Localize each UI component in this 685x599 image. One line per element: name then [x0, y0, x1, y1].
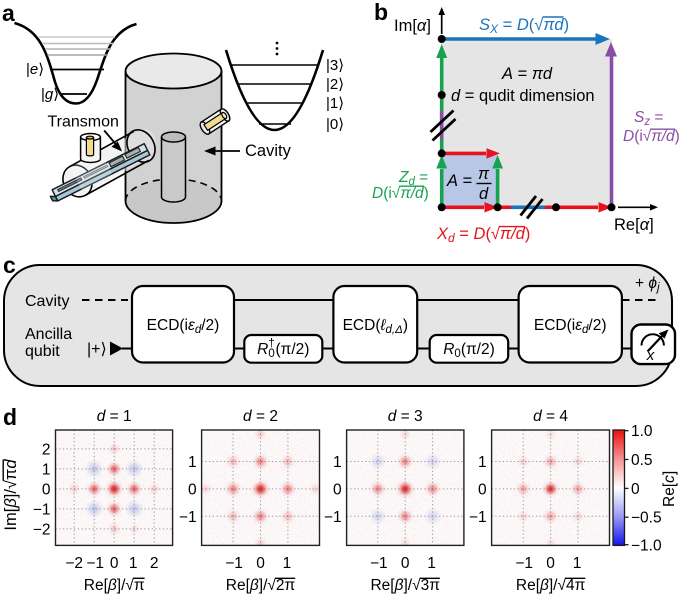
svg-text:Cavity: Cavity [25, 293, 69, 310]
svg-text:Xd = D(√π/d): Xd = D(√π/d) [436, 225, 530, 245]
svg-text:d = qudit dimension: d = qudit dimension [451, 87, 595, 105]
svg-text:x: x [646, 347, 655, 364]
svg-text:|2⟩: |2⟩ [326, 76, 344, 93]
svg-text:1: 1 [188, 454, 197, 471]
svg-text:1: 1 [573, 555, 582, 572]
svg-text:|e⟩: |e⟩ [26, 61, 44, 78]
svg-text:Re[β]/√π: Re[β]/√π [84, 577, 145, 594]
svg-text:R0(π/2): R0(π/2) [443, 341, 495, 360]
svg-text:−1.0: −1.0 [631, 538, 662, 555]
svg-text:−1: −1 [469, 509, 487, 526]
svg-text:b: b [374, 0, 388, 25]
svg-text:0: 0 [631, 481, 640, 498]
svg-text:|3⟩: |3⟩ [326, 57, 344, 74]
svg-text:d: d [3, 404, 17, 430]
svg-text:d: d [479, 185, 489, 203]
svg-text:Re[β]/√4π: Re[β]/√4π [516, 577, 586, 594]
svg-text:Im[α]: Im[α] [394, 17, 431, 35]
svg-text:1: 1 [427, 555, 436, 572]
svg-text:R0†(π/2): R0†(π/2) [257, 338, 309, 360]
svg-text:d = 3: d = 3 [388, 408, 423, 425]
svg-text:d = 2: d = 2 [243, 408, 278, 425]
svg-text:0: 0 [110, 555, 119, 572]
svg-text:D(i√π/d): D(i√π/d) [623, 128, 680, 145]
svg-text:Zd =: Zd = [398, 169, 428, 188]
svg-text:Re[β]/√3π: Re[β]/√3π [370, 577, 440, 594]
svg-text:ECD(iεd/2): ECD(iεd/2) [147, 317, 220, 336]
svg-text:−1: −1 [324, 509, 342, 526]
svg-text:D(i√π/d): D(i√π/d) [372, 185, 429, 202]
svg-text:Re[c]: Re[c] [661, 471, 678, 507]
svg-text:|0⟩: |0⟩ [326, 116, 344, 133]
svg-text:1: 1 [283, 555, 292, 572]
svg-text:+ ϕj: + ϕj [635, 275, 660, 294]
svg-text:0.5: 0.5 [631, 452, 653, 469]
svg-text:π: π [478, 165, 490, 183]
svg-text:−0.5: −0.5 [631, 510, 662, 527]
svg-text:1: 1 [478, 454, 487, 471]
svg-text:0: 0 [478, 481, 487, 498]
svg-text:1.0: 1.0 [631, 423, 653, 440]
svg-text:2: 2 [150, 555, 159, 572]
svg-text:a: a [2, 0, 15, 26]
svg-text:Sz =: Sz = [634, 109, 663, 128]
svg-text:−1: −1 [225, 555, 243, 572]
svg-text:d = 1: d = 1 [97, 408, 132, 425]
svg-text:−2: −2 [65, 555, 83, 572]
svg-text:0: 0 [333, 481, 342, 498]
svg-text:Transmon: Transmon [48, 114, 119, 131]
svg-text:Cavity: Cavity [245, 142, 292, 160]
svg-text:A =: A = [446, 172, 472, 190]
svg-text:0: 0 [401, 555, 410, 572]
svg-text:0: 0 [546, 555, 555, 572]
svg-text:c: c [3, 252, 16, 278]
svg-text:SX = D(√πd): SX = D(√πd) [479, 16, 569, 36]
svg-text:−2: −2 [33, 521, 51, 538]
svg-text:Im[β]/√πd: Im[β]/√πd [2, 459, 20, 531]
svg-text:ECD(iεd/2): ECD(iεd/2) [534, 317, 607, 336]
svg-text:|1⟩: |1⟩ [326, 95, 344, 112]
svg-text:Re[α]: Re[α] [614, 216, 654, 234]
svg-text:1: 1 [42, 461, 51, 478]
svg-text:−1: −1 [33, 501, 51, 518]
svg-text:0: 0 [42, 481, 51, 498]
svg-text:−1: −1 [179, 509, 197, 526]
svg-text:qubit: qubit [25, 343, 60, 360]
svg-text:2: 2 [42, 441, 51, 458]
svg-text:|g⟩: |g⟩ [41, 86, 59, 103]
svg-text:Re[β]/√2π: Re[β]/√2π [226, 577, 296, 594]
svg-text:1: 1 [333, 454, 342, 471]
svg-text:d = 4: d = 4 [533, 408, 568, 425]
svg-text:0: 0 [188, 481, 197, 498]
svg-text:−1: −1 [86, 555, 104, 572]
svg-text:−1: −1 [370, 555, 388, 572]
svg-text:A = πd: A = πd [501, 65, 553, 83]
svg-text:−1: −1 [515, 555, 533, 572]
svg-text:0: 0 [256, 555, 265, 572]
svg-text:Ancilla: Ancilla [25, 326, 72, 343]
svg-text:1: 1 [129, 555, 138, 572]
svg-text:|+⟩: |+⟩ [87, 341, 107, 358]
